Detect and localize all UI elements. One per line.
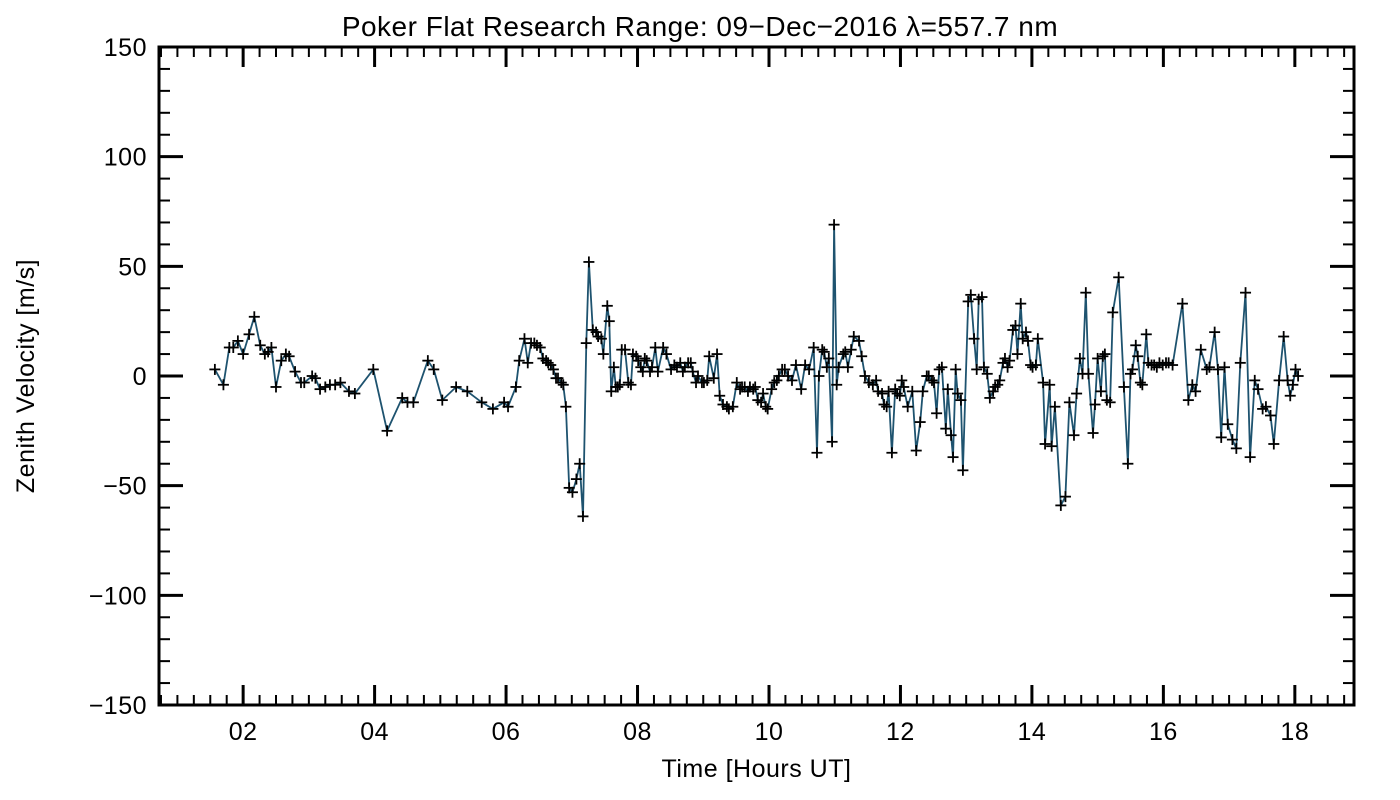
- x-tick-label: 12: [886, 718, 915, 746]
- data-markers: [209, 219, 1304, 522]
- y-tick-label: 0: [133, 363, 147, 391]
- x-tick-label: 06: [492, 718, 521, 746]
- x-tick-label: 02: [229, 718, 258, 746]
- plot-box: [157, 45, 1356, 707]
- y-axis-title: Zenith Velocity [m/s]: [12, 259, 40, 493]
- y-tick-label: 100: [104, 144, 147, 172]
- plot-axes: [157, 45, 1356, 707]
- axis-ticks: [159, 47, 1354, 705]
- x-tick-label: 04: [360, 718, 389, 746]
- x-tick-label: 08: [623, 718, 652, 746]
- axis-labels: 02 04 06 08 10 12 14 16 18 −150 −100 −50 0 50 100 150 Po…: [12, 11, 1309, 783]
- chart-title: Poker Flat Research Range: 09−Dec−2016 λ…: [342, 11, 1058, 42]
- y-tick-label: −50: [103, 473, 147, 501]
- y-tick-label: 50: [118, 253, 147, 281]
- x-tick-label: 10: [755, 718, 784, 746]
- x-tick-label: 18: [1280, 718, 1309, 746]
- y-tick-label: −100: [89, 582, 147, 610]
- y-tick-label: −150: [89, 692, 147, 720]
- x-tick-label: 14: [1018, 718, 1047, 746]
- x-axis-title: Time [Hours UT]: [662, 755, 852, 783]
- x-tick-label: 16: [1149, 718, 1178, 746]
- data-line: [214, 224, 1299, 517]
- data-series: [209, 219, 1304, 522]
- y-tick-label: 150: [104, 34, 147, 62]
